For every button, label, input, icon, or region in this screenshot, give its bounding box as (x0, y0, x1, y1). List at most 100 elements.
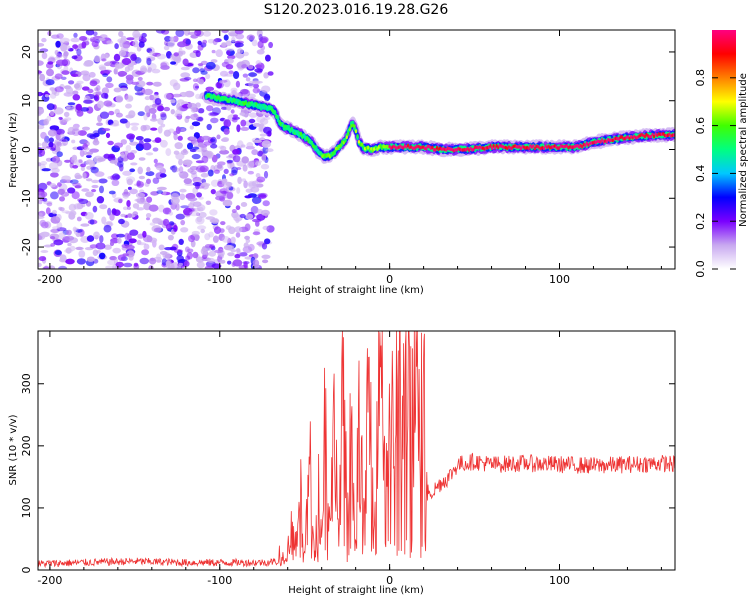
noise-blob (133, 262, 139, 267)
noise-blob (230, 87, 238, 94)
noise-blob (163, 92, 172, 100)
spectral-track-point (278, 119, 281, 124)
noise-blob (40, 131, 47, 139)
noise-blob (108, 110, 115, 116)
snr-y-axis-label: SNR (10 * v/v) (8, 414, 19, 485)
noise-blob (247, 64, 254, 70)
noise-blob (115, 95, 124, 103)
noise-blob (150, 127, 158, 131)
noise-blob (153, 227, 162, 233)
noise-blob (189, 210, 199, 217)
noise-blob (137, 200, 147, 205)
noise-blob (178, 158, 183, 166)
noise-blob (170, 99, 176, 104)
noise-blob (243, 261, 248, 269)
noise-blob (38, 199, 43, 205)
noise-blob (75, 229, 83, 233)
spectral-track-point (356, 134, 359, 138)
noise-blob (232, 155, 241, 163)
noise-blob (265, 148, 274, 153)
noise-blob (251, 149, 259, 156)
noise-blob (75, 184, 83, 189)
noise-blob (175, 126, 181, 134)
noise-blob (138, 139, 144, 148)
y-tick-label: 0 (20, 146, 33, 153)
noise-blob (101, 58, 107, 62)
noise-blob (190, 233, 200, 241)
noise-blob (72, 165, 79, 169)
spectral-track-point (336, 146, 339, 151)
noise-blob (208, 250, 216, 257)
noise-blob (157, 126, 163, 134)
noise-blob (168, 128, 175, 134)
noise-blob (119, 87, 128, 92)
noise-blob (160, 65, 170, 70)
noise-blob (127, 186, 132, 190)
noise-blob (143, 138, 152, 143)
noise-blob (125, 176, 136, 183)
noise-blob (56, 53, 63, 58)
noise-blob (102, 53, 109, 59)
noise-blob (223, 119, 231, 128)
noise-blob (63, 111, 70, 118)
noise-blob (49, 125, 60, 131)
noise-blob (150, 118, 158, 122)
spectral-track-point (362, 145, 365, 149)
noise-blob (138, 41, 145, 48)
noise-blob (210, 143, 218, 149)
noise-blob (87, 88, 94, 94)
noise-blob (132, 40, 139, 48)
noise-blob (49, 183, 57, 188)
noise-blob (67, 102, 76, 106)
noise-blob (205, 86, 215, 92)
noise-blob (110, 123, 120, 127)
noise-blob (53, 239, 64, 246)
noise-blob (187, 31, 197, 36)
noise-blob (185, 255, 191, 261)
noise-blob (40, 231, 50, 238)
noise-blob (229, 173, 235, 177)
noise-blob (171, 167, 180, 173)
noise-blob (38, 107, 45, 115)
noise-blob (118, 218, 125, 225)
noise-blob (185, 115, 191, 119)
noise-blob (195, 165, 206, 173)
noise-blob (263, 116, 271, 120)
noise-blob (118, 31, 124, 37)
noise-blob (65, 258, 75, 265)
noise-blob (192, 67, 200, 74)
noise-blob (76, 216, 82, 222)
x-tick-label: -100 (207, 273, 232, 286)
noise-blob (176, 265, 182, 269)
noise-blob (180, 66, 190, 71)
noise-blob (71, 128, 81, 137)
noise-blob (124, 66, 130, 73)
noise-blob (235, 248, 241, 253)
noise-blob (135, 136, 144, 141)
noise-blob (107, 207, 112, 216)
spectral-track-point (542, 146, 546, 151)
noise-blob (241, 89, 251, 98)
noise-blob (102, 40, 107, 45)
noise-blob (189, 125, 194, 130)
noise-blob (178, 166, 184, 174)
noise-blob (43, 244, 53, 248)
colorbar-tick-label: 0.4 (694, 165, 707, 183)
noise-blob (210, 59, 218, 63)
x-tick-label: 0 (386, 574, 393, 587)
noise-blob (244, 195, 252, 199)
noise-blob (116, 233, 126, 238)
noise-blob (133, 33, 142, 38)
noise-blob (240, 119, 247, 127)
noise-blob (171, 165, 178, 173)
noise-blob (173, 82, 181, 91)
noise-blob (82, 86, 90, 91)
noise-blob (175, 213, 185, 220)
noise-blob (156, 253, 162, 260)
spectral-track-point (305, 136, 309, 141)
noise-blob (248, 72, 258, 77)
noise-blob (232, 149, 240, 155)
noise-blob (105, 265, 116, 269)
noise-blob (215, 49, 223, 58)
